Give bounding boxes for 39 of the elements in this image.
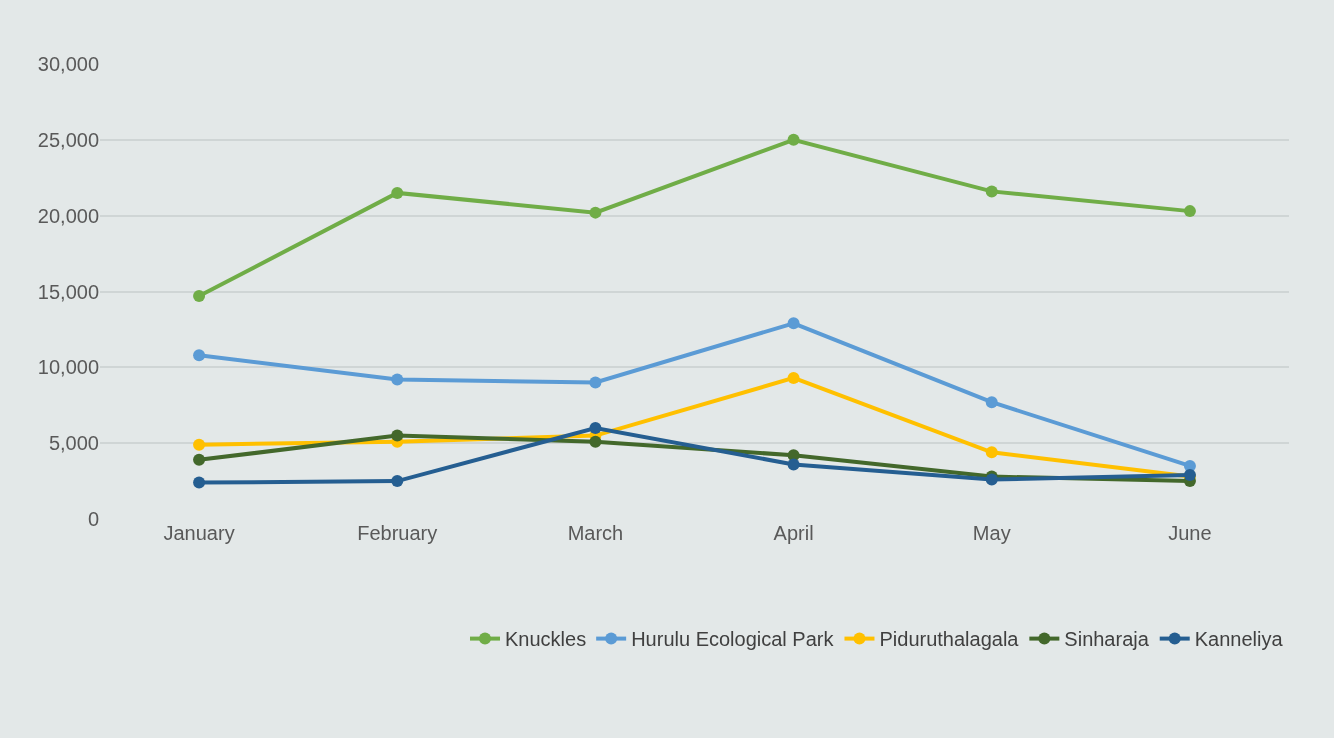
x-tick-label: May xyxy=(972,522,1011,544)
point xyxy=(193,453,206,466)
legend-label: Knuckles xyxy=(505,628,587,651)
x-tick-label: April xyxy=(773,522,814,544)
legend-label: Hurulu Ecological Park xyxy=(631,628,835,651)
point xyxy=(193,438,206,451)
point xyxy=(391,186,404,199)
point xyxy=(391,475,404,488)
legend-label: Piduruthalagala xyxy=(879,628,1020,651)
point xyxy=(589,435,602,448)
point xyxy=(589,422,602,434)
point xyxy=(193,349,206,362)
point xyxy=(391,429,404,442)
point xyxy=(787,458,800,471)
point xyxy=(1183,205,1196,218)
point xyxy=(787,133,800,146)
point xyxy=(985,446,998,459)
x-tick-label: January xyxy=(163,522,235,544)
y-tick-label: 20,000 xyxy=(37,204,99,227)
legend-label: Kanneliya xyxy=(1194,628,1284,651)
y-tick-label: 10,000 xyxy=(37,356,99,379)
legend-label: Sinharaja xyxy=(1064,628,1150,651)
point xyxy=(193,476,206,489)
x-tick-label: February xyxy=(357,522,438,544)
y-tick-label: 25,000 xyxy=(37,128,99,151)
x-tick-label: March xyxy=(567,522,624,544)
point xyxy=(193,290,206,303)
point xyxy=(985,396,998,409)
point xyxy=(589,376,602,389)
x-tick-label: June xyxy=(1168,522,1212,544)
point xyxy=(589,206,602,219)
point xyxy=(787,371,800,384)
point xyxy=(787,317,800,330)
point xyxy=(391,373,404,386)
y-tick-label: 5,000 xyxy=(48,432,99,455)
y-tick-label: 0 xyxy=(87,508,99,530)
point xyxy=(985,185,998,198)
y-tick-label: 30,000 xyxy=(37,53,99,75)
y-tick-label: 15,000 xyxy=(37,280,99,303)
